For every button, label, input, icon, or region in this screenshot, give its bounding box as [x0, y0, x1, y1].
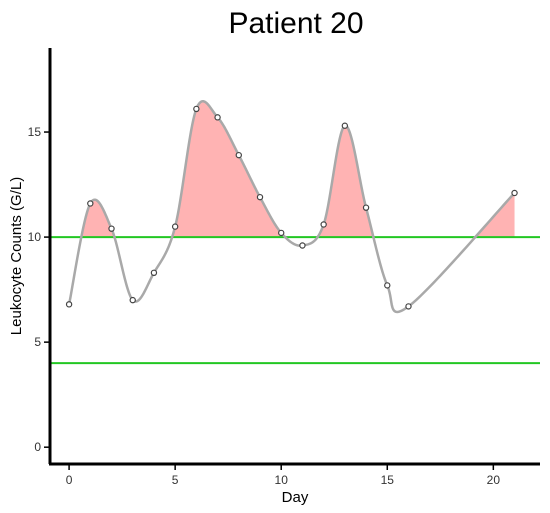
- x-tick-label-5: 5: [172, 473, 179, 487]
- y-axis-label: Leukocyte Counts (G/L): [8, 177, 25, 335]
- data-point-day-15: [384, 282, 391, 289]
- series-line: [67, 100, 516, 314]
- x-ticks: 0 5 10 15 20: [66, 465, 501, 487]
- points-layer: [65, 105, 518, 310]
- data-point-day-16: [405, 303, 412, 310]
- data-point-day-6: [193, 105, 200, 113]
- data-point-day-14: [362, 204, 370, 211]
- x-tick-label-10: 10: [275, 473, 289, 487]
- shade-layer: [69, 101, 515, 238]
- y-tick-label-15: 15: [28, 125, 42, 139]
- data-point-day-8: [235, 151, 242, 159]
- y-tick-label-5: 5: [34, 335, 41, 349]
- data-point-day-10: [278, 229, 285, 237]
- data-point-day-9: [256, 193, 264, 201]
- data-point-day-1: [87, 200, 94, 207]
- x-tick-label-20: 20: [487, 473, 501, 487]
- data-point-day-21: [511, 189, 518, 197]
- data-point-day-0: [65, 301, 73, 308]
- y-tick-label-10: 10: [28, 230, 42, 244]
- data-point-day-3: [129, 296, 136, 304]
- data-point-day-5: [171, 223, 179, 230]
- y-ticks: 0 5 10 15: [28, 125, 49, 454]
- curve-layer: [67, 100, 516, 314]
- y-tick-label-0: 0: [34, 440, 41, 454]
- data-point-day-11: [299, 242, 306, 249]
- reference-lines: [50, 236, 540, 365]
- chart-title: Patient 20: [228, 7, 363, 40]
- shaded-area-above-threshold: [69, 101, 515, 238]
- data-point-day-12: [320, 221, 327, 228]
- axes: [48, 48, 540, 466]
- x-tick-label-15: 15: [381, 473, 395, 487]
- x-axis-label: Day: [282, 489, 309, 506]
- data-point-day-13: [341, 122, 349, 129]
- data-point-day-7: [214, 114, 221, 121]
- data-point-day-2: [108, 225, 115, 232]
- x-tick-label-0: 0: [66, 473, 73, 487]
- data-point-day-4: [150, 269, 158, 277]
